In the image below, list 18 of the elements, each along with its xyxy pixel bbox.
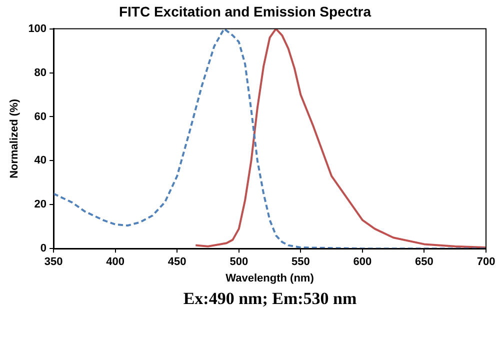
y-axis-title: Normalized (%) — [8, 98, 21, 178]
y-tick-label: 100 — [28, 22, 47, 35]
y-tick-label: 20 — [34, 198, 47, 211]
x-tick-label: 600 — [353, 256, 372, 268]
x-tick-label: 650 — [415, 256, 434, 268]
x-tick-label: 500 — [230, 256, 248, 268]
x-tick-label: 400 — [106, 256, 125, 268]
x-tick-label: 350 — [44, 256, 63, 268]
text: Ex:490 nm; Em:530 nm — [182, 289, 358, 309]
chart-title: FITC Excitation and Emission Spectra — [118, 3, 372, 20]
y-tick-label: 60 — [34, 110, 47, 123]
y-tick-label: 40 — [34, 154, 47, 167]
x-axis-title: Wavelength (nm) — [226, 272, 314, 284]
x-tick-label: 550 — [291, 256, 310, 268]
x-tick-label: 450 — [168, 256, 186, 268]
y-tick-label: 80 — [34, 66, 47, 79]
x-tick-label: 700 — [476, 256, 496, 268]
y-tick-label: 0 — [40, 242, 47, 255]
